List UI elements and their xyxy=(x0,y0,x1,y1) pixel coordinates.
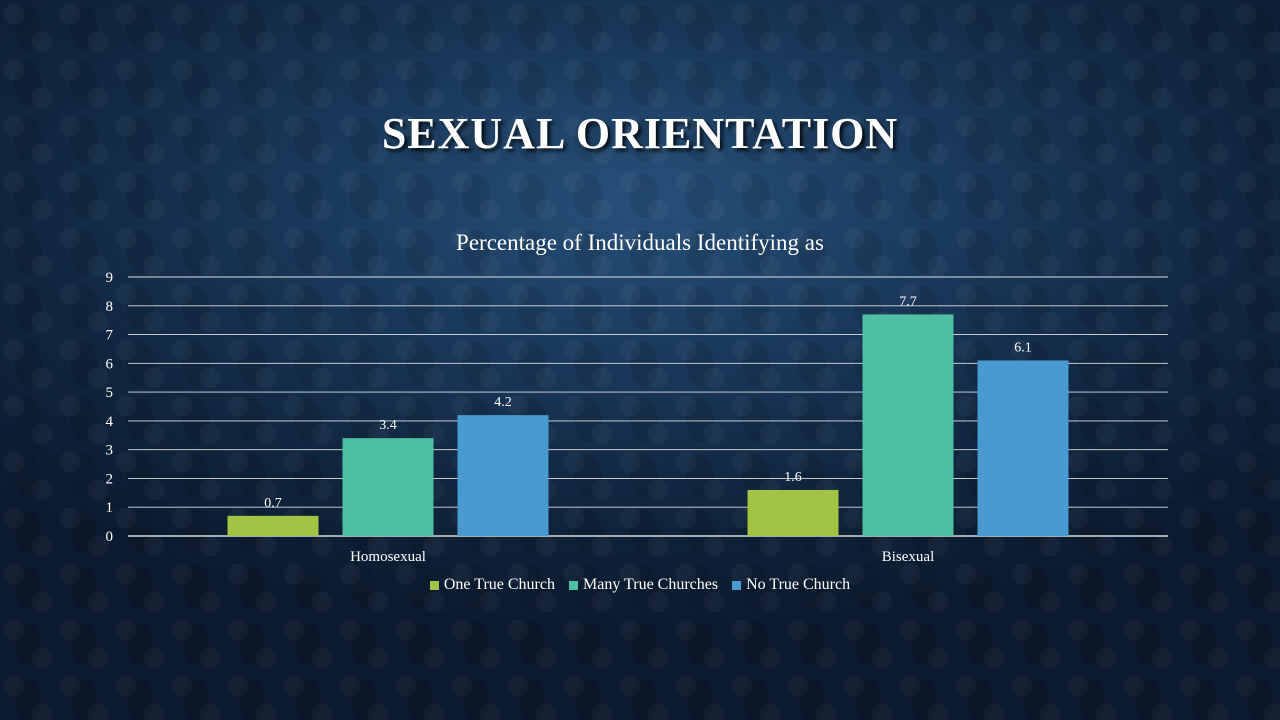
category-label: Homosexual xyxy=(350,549,426,565)
y-tick-label: 8 xyxy=(106,299,114,315)
legend-label: Many True Churches xyxy=(582,576,719,593)
bar xyxy=(977,360,1069,536)
bar xyxy=(457,415,549,536)
data-label: 4.2 xyxy=(494,395,512,410)
y-tick-label: 2 xyxy=(106,471,114,487)
y-tick-label: 6 xyxy=(106,356,114,372)
legend-item: No True Church xyxy=(732,576,850,594)
data-label: 7.7 xyxy=(899,294,917,309)
bar xyxy=(862,314,954,536)
data-label: 6.1 xyxy=(1014,340,1032,355)
data-label: 1.6 xyxy=(784,470,802,485)
legend-swatch xyxy=(732,580,742,590)
legend-swatch xyxy=(429,580,439,590)
y-tick-label: 9 xyxy=(106,270,114,286)
data-label: 0.7 xyxy=(264,496,282,511)
data-labels: 0.7 3.4 4.2 1.6 7.7 6.1 xyxy=(264,294,1032,510)
category-label: Bisexual xyxy=(882,549,935,565)
legend-label: One True Church xyxy=(443,576,555,593)
y-tick-label: 3 xyxy=(106,443,114,459)
data-label: 3.4 xyxy=(379,418,397,433)
y-tick-label: 1 xyxy=(106,500,114,516)
bars xyxy=(227,314,1069,536)
x-axis-categories: Homosexual Bisexual xyxy=(350,549,934,565)
y-tick-label: 5 xyxy=(106,385,114,401)
bar xyxy=(227,515,319,536)
chart-legend: One True Church Many True Churches No True… xyxy=(0,576,1280,594)
bar xyxy=(747,489,839,536)
chart-title: Percentage of Individuals Identifying as xyxy=(456,230,824,255)
y-axis-ticks: 0 1 2 3 4 5 6 7 8 9 xyxy=(106,270,114,545)
y-tick-label: 0 xyxy=(106,529,114,545)
y-tick-label: 4 xyxy=(106,414,114,430)
legend-label: No True Church xyxy=(746,576,851,593)
bar xyxy=(342,438,434,536)
legend-item: One True Church xyxy=(429,576,555,594)
legend-item: Many True Churches xyxy=(568,576,719,594)
y-tick-label: 7 xyxy=(106,328,114,344)
legend-swatch xyxy=(568,580,578,590)
slide-title: SEXUAL ORIENTATION xyxy=(381,109,899,158)
